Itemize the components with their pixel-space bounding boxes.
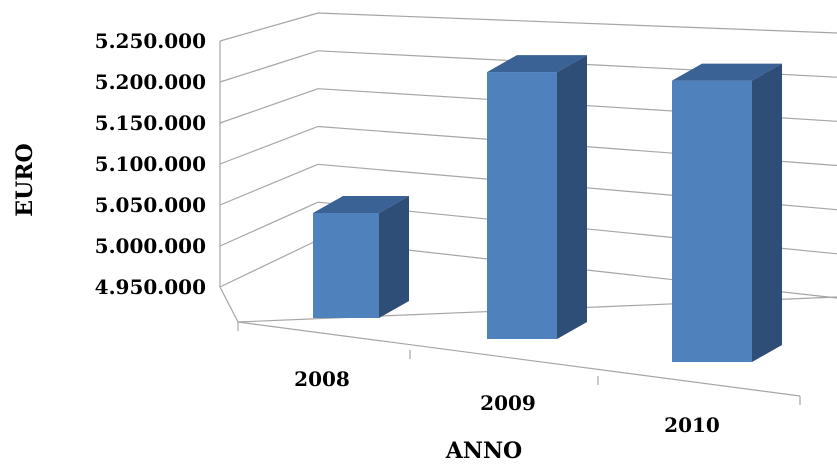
y-axis-title: EURO bbox=[12, 143, 38, 216]
x-tick-label: 2009 bbox=[480, 391, 536, 415]
y-tick-label: 5.150.000 bbox=[95, 111, 206, 135]
gridline-back-6 bbox=[317, 12, 837, 34]
gridline-left-1 bbox=[219, 201, 319, 247]
y-tick-label: 5.250.000 bbox=[95, 29, 206, 53]
floor-depth-line bbox=[219, 286, 239, 323]
bar-2008 bbox=[313, 195, 409, 318]
gridline-left-5 bbox=[219, 50, 319, 83]
y-tick-label: 5.050.000 bbox=[95, 193, 206, 217]
bar-2009 bbox=[487, 55, 587, 340]
x-tick-label: 2010 bbox=[664, 413, 720, 437]
x-axis-title: ANNO bbox=[445, 438, 522, 461]
bar-top-face bbox=[313, 195, 409, 213]
x-tick-labels: 2008 2009 2010 bbox=[294, 367, 720, 437]
gridline-left-2 bbox=[219, 163, 319, 206]
y-tick-label: 5.100.000 bbox=[95, 152, 206, 176]
bar-2010 bbox=[672, 63, 782, 362]
floor-front-edge bbox=[237, 321, 801, 397]
gridline-left-4 bbox=[219, 88, 319, 124]
y-tick-label: 4.950.000 bbox=[95, 275, 206, 299]
bar-side-face bbox=[752, 63, 782, 362]
bar-front-face bbox=[672, 80, 752, 362]
bar-front-face bbox=[313, 212, 379, 318]
gridline-left-3 bbox=[219, 125, 319, 165]
bar-side-face bbox=[379, 195, 409, 318]
y-tick-label: 5.200.000 bbox=[95, 70, 206, 94]
gridline-left-6 bbox=[219, 12, 319, 42]
bar-side-face bbox=[557, 55, 587, 340]
y-tick-label: 5.000.000 bbox=[95, 234, 206, 258]
x-tick-label: 2008 bbox=[294, 367, 350, 391]
y-tick-labels: 4.950.000 5.000.000 5.050.000 5.100.000 5.15… bbox=[95, 29, 206, 299]
bar-top-face bbox=[672, 63, 782, 81]
chart-bars bbox=[313, 55, 782, 362]
bar-top-face bbox=[487, 55, 587, 73]
gridline-left-0 bbox=[219, 239, 319, 288]
bar-front-face bbox=[487, 72, 557, 340]
